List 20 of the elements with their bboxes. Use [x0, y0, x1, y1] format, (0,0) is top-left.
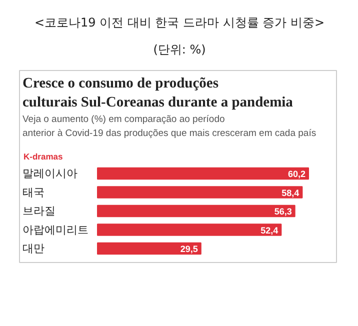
data-label: 29,5	[180, 244, 198, 254]
bar	[97, 186, 303, 198]
data-label: 52,4	[260, 225, 278, 236]
text: Cresce o consumo de produções culturais Sul-Coreanas durante a pandemia	[22, 76, 294, 110]
y-tick-label: 대만	[22, 242, 44, 255]
bar	[97, 242, 202, 255]
data-label: 58,4	[282, 188, 300, 198]
text: Veja o aumento (%) em comparação ao período anterior à Covid-19 das produções que mais cresceram em cada país	[22, 114, 316, 139]
bar	[97, 224, 282, 236]
bar	[97, 167, 309, 180]
chart-subtitle: (단위: %)	[153, 42, 206, 56]
y-tick-label: 브라질	[22, 204, 56, 218]
y-tick-label: 태국	[22, 186, 44, 199]
chart-title: <코로나19 이전 대비 한국 드라마 시청률 증가 비중>	[34, 16, 325, 30]
data-label: 56,3	[274, 206, 292, 216]
bar	[97, 204, 296, 218]
y-tick-label: 말레이시아	[22, 167, 78, 180]
y-tick-label: 아랍에미리트	[22, 223, 88, 236]
text: K-dramas	[24, 152, 63, 162]
data-label: 60,2	[288, 169, 306, 179]
